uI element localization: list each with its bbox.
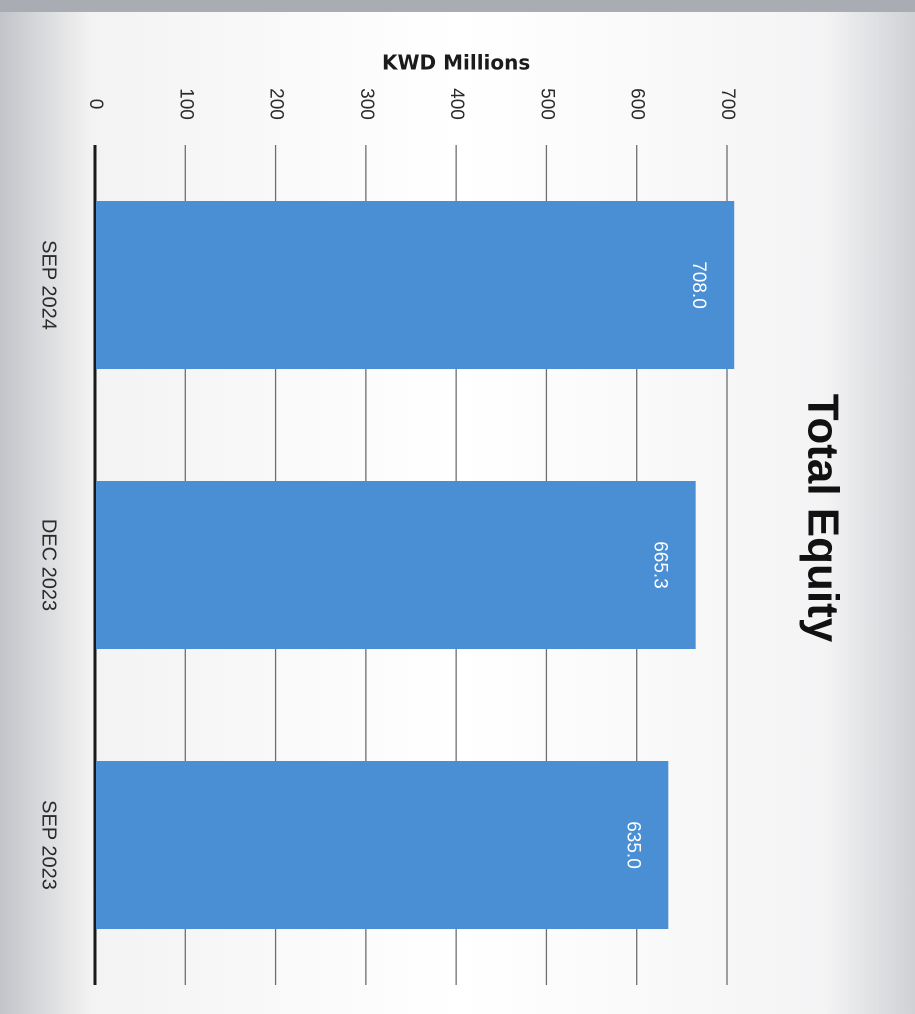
- value-tick-label: 200: [266, 88, 287, 120]
- bar-data-label: 708.0: [688, 261, 709, 309]
- category-label: SEP 2024: [38, 240, 60, 330]
- value-tick-label: 0: [85, 99, 106, 110]
- value-tick-label: 700: [717, 88, 738, 120]
- value-tick-label: 600: [627, 88, 648, 120]
- bar: [96, 481, 696, 649]
- value-tick-label: 400: [446, 88, 467, 120]
- labels: 0 100 200 300 400 500 600 700 708.0 SEP 2024 665.3…: [38, 51, 848, 890]
- bar-data-label: 635.0: [622, 821, 643, 869]
- value-axis-title: KWD Millions: [382, 51, 530, 75]
- chart-title: Total Equity: [798, 394, 847, 643]
- scan-edge: [0, 0, 915, 12]
- value-tick-label: 100: [175, 88, 196, 120]
- bar-data-label: 665.3: [650, 541, 671, 589]
- bar: [96, 761, 669, 929]
- value-tick-label: 300: [356, 88, 377, 120]
- bars: [96, 201, 735, 929]
- value-tick-label: 500: [536, 88, 557, 120]
- bar: [96, 201, 735, 369]
- category-label: SEP 2023: [38, 800, 60, 890]
- category-label: DEC 2023: [38, 519, 60, 611]
